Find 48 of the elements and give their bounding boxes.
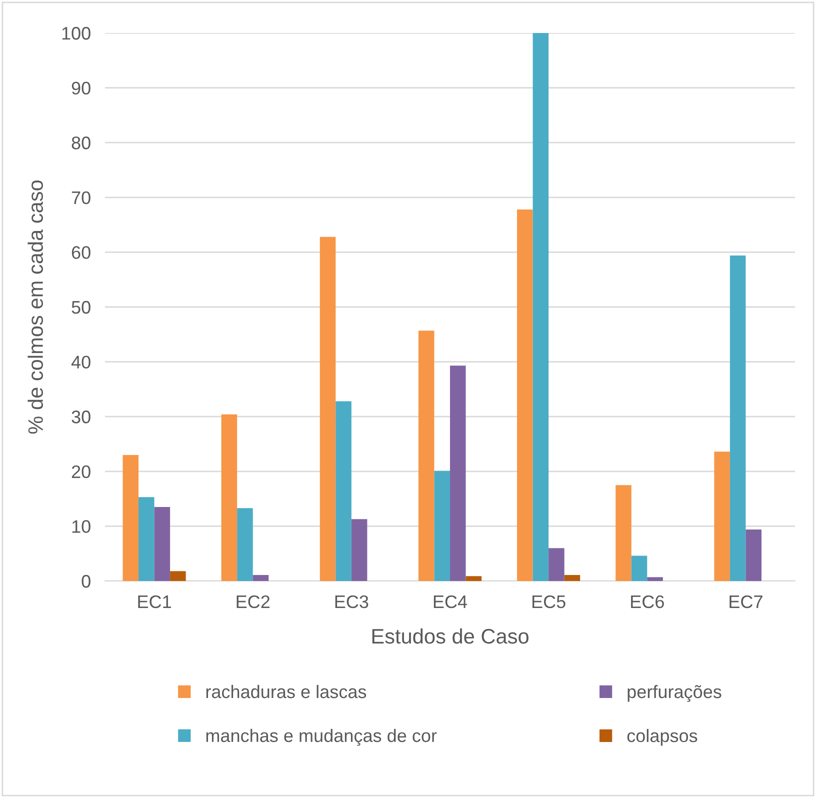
y-tick-label: 10 xyxy=(72,520,90,533)
y-tick-label: 90 xyxy=(72,82,90,95)
legend-label: rachaduras e lascas xyxy=(206,684,366,698)
x-tick-label: EC7 xyxy=(730,595,762,608)
y-tick-label: 50 xyxy=(72,300,90,314)
x-axis-title: Estudos de Caso xyxy=(372,628,528,644)
bar xyxy=(170,571,186,581)
legend-label: manchas e mudanças de cor xyxy=(206,728,437,746)
x-tick-label: EC4 xyxy=(434,595,468,608)
bar xyxy=(714,452,730,581)
bar xyxy=(336,401,352,581)
y-tick-label: 30 xyxy=(72,410,90,424)
x-tick-label: EC2 xyxy=(236,595,270,608)
y-tick-label: 100 xyxy=(62,26,90,40)
bar xyxy=(616,485,632,581)
bar xyxy=(450,366,466,581)
bar xyxy=(122,454,139,581)
bar xyxy=(320,236,336,581)
y-tick-label: 80 xyxy=(72,136,90,150)
y-tick-label: 0 xyxy=(82,574,90,588)
x-tick-label: EC6 xyxy=(631,595,664,608)
legend-label: colapsos xyxy=(627,728,698,746)
y-tick-label: 70 xyxy=(72,191,90,204)
bar xyxy=(154,507,170,581)
bar xyxy=(252,574,269,581)
bar xyxy=(548,548,564,581)
bar xyxy=(517,209,533,581)
y-axis-title: % de colmos em cada caso xyxy=(28,180,43,434)
bar xyxy=(434,470,450,581)
bar xyxy=(351,519,368,581)
bar xyxy=(466,576,482,581)
bar xyxy=(532,33,549,581)
y-tick-label: 20 xyxy=(72,465,90,478)
x-tick-label: EC1 xyxy=(138,595,171,608)
y-tick-label: 40 xyxy=(71,356,90,369)
bar xyxy=(237,508,253,581)
bar xyxy=(647,577,663,581)
bar xyxy=(746,529,762,581)
bar xyxy=(730,255,746,581)
bar xyxy=(564,574,580,581)
bar xyxy=(221,414,238,581)
legend-label: perfurações xyxy=(628,684,722,702)
bar xyxy=(418,330,434,581)
y-tick-label: 60 xyxy=(72,246,90,259)
bar xyxy=(631,556,648,581)
x-tick-label: EC3 xyxy=(335,595,368,608)
x-tick-label: EC5 xyxy=(532,595,566,608)
bar xyxy=(138,497,154,581)
